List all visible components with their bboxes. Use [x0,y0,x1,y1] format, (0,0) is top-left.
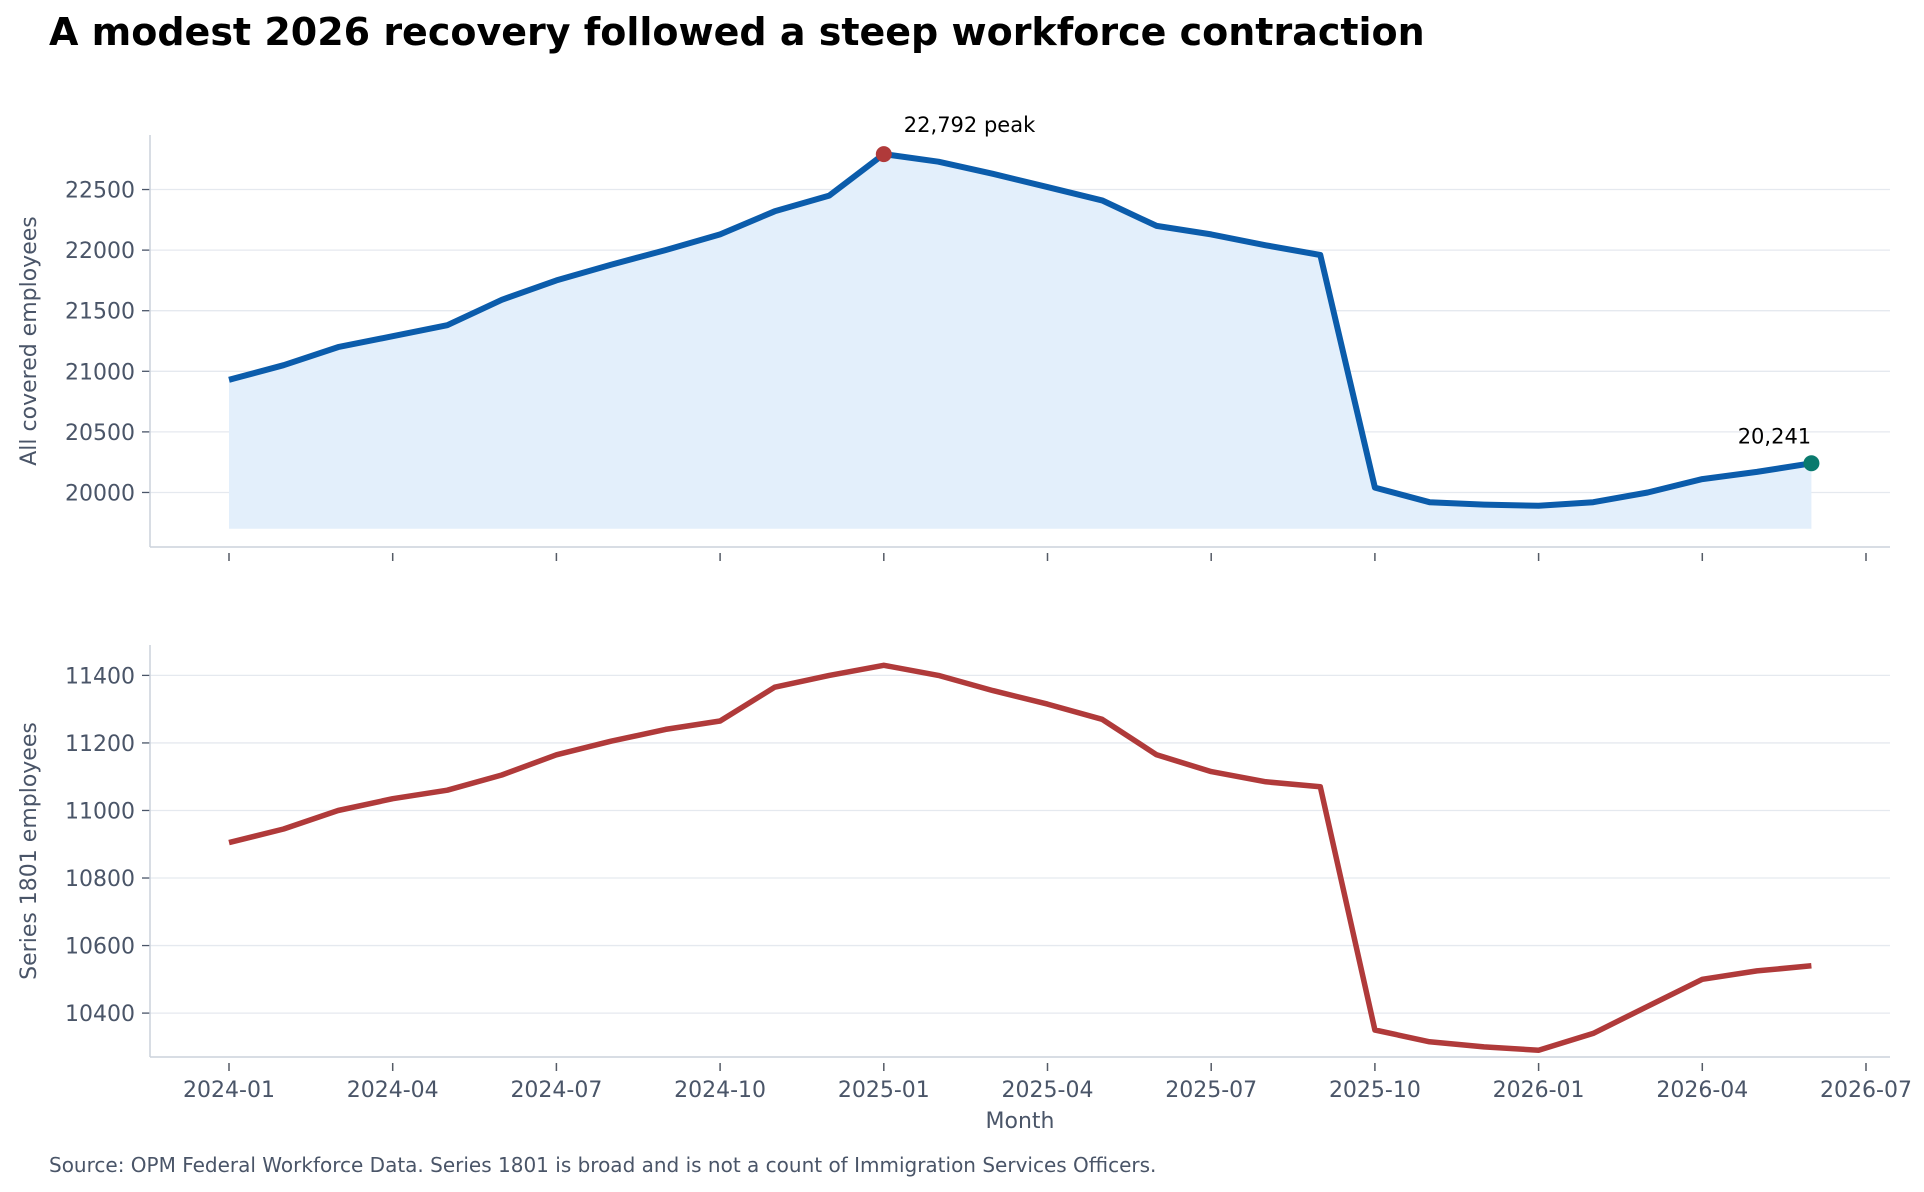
y-tick-label: 20500 [65,421,135,446]
y-tick-label: 11200 [65,732,135,757]
y-tick-label: 10600 [65,935,135,960]
y-tick-label: 10800 [65,867,135,892]
x-tick-label: 2024-07 [510,1078,602,1103]
series-line-1801 [228,662,1812,1053]
panel-series-1801 [142,645,1890,1071]
y-axis-label: All covered employees [17,216,42,466]
y-tick-label: 20000 [65,481,135,506]
end-annotation: 20,241 [1738,424,1811,448]
area-fill [229,154,1812,529]
peak-marker [875,146,892,163]
x-tick-label: 2024-10 [674,1078,766,1103]
x-tick-label: 2025-10 [1329,1078,1421,1103]
y-tick-label: 11400 [65,664,135,689]
x-tick-label: 2025-01 [838,1078,930,1103]
x-tick-label: 2025-07 [1165,1078,1257,1103]
x-tick-label: 2026-04 [1656,1078,1748,1103]
y-tick-label: 21500 [65,300,135,325]
x-axis-label: Month [986,1109,1055,1134]
series-line-all-covered [228,151,1812,509]
source-note: Source: OPM Federal Workforce Data. Seri… [49,1153,1157,1177]
x-tick-label: 2026-07 [1820,1078,1912,1103]
y-axis-label: Series 1801 employees [17,722,42,980]
y-tick-label: 21000 [65,360,135,385]
panel-all-covered [142,135,1890,561]
y-tick-label: 22500 [65,179,135,204]
y-tick-label: 22000 [65,239,135,264]
x-tick-label: 2026-01 [1493,1078,1585,1103]
peak-annotation: 22,792 peak [904,113,1036,137]
y-tick-label: 10400 [65,1002,135,1027]
end-marker [1803,455,1820,472]
x-tick-label: 2024-01 [183,1078,275,1103]
y-tick-label: 11000 [65,799,135,824]
chart-title: A modest 2026 recovery followed a steep … [49,10,1425,54]
x-tick-label: 2024-04 [347,1078,439,1103]
x-tick-label: 2025-04 [1002,1078,1094,1103]
